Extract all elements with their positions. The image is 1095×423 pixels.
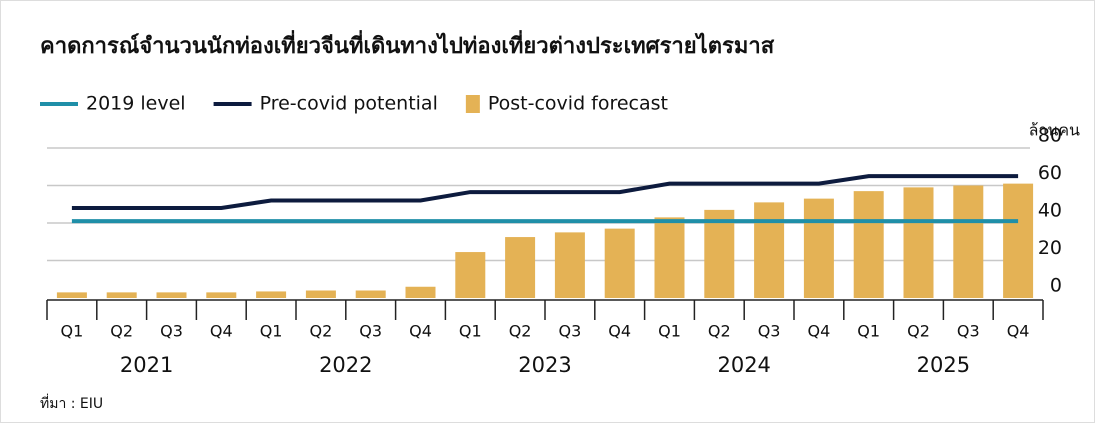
line-series	[71, 174, 1019, 210]
bar	[554, 232, 585, 298]
x-tick-label: Q2	[509, 322, 532, 341]
x-tick-label: Q3	[160, 322, 183, 341]
x-tick-label: Q3	[559, 322, 582, 341]
chart-title: คาดการณ์จำนวนนักท่องเที่ยวจีนที่เดินทางไ…	[40, 29, 775, 59]
year-label: 2022	[319, 353, 372, 377]
bar	[455, 252, 486, 298]
bar	[156, 292, 187, 298]
bar	[803, 198, 834, 298]
legend-label: 2019 level	[86, 93, 186, 115]
bar	[754, 202, 785, 298]
bar	[355, 290, 386, 298]
bar	[106, 292, 137, 298]
legend-label: Pre-covid potential	[260, 93, 438, 115]
y-tick-label: 20	[1038, 237, 1062, 259]
year-label: 2021	[120, 353, 173, 377]
x-tick-label: Q1	[857, 322, 880, 341]
legend-label: Post-covid forecast	[488, 93, 668, 115]
y-tick-label: 0	[1050, 275, 1062, 297]
bar	[405, 286, 436, 298]
year-label: 2023	[518, 353, 571, 377]
y-tick-label: 80	[1038, 125, 1062, 147]
bar	[56, 292, 87, 298]
bar	[505, 237, 536, 298]
bar	[206, 292, 237, 298]
bar	[654, 217, 685, 298]
year-label: 2024	[717, 353, 770, 377]
bar	[1003, 183, 1034, 298]
y-tick-label: 40	[1038, 200, 1062, 222]
x-tick-label: Q3	[758, 322, 781, 341]
x-tick-label: Q4	[608, 322, 631, 341]
x-tick-label: Q3	[957, 322, 980, 341]
x-tick-label: Q3	[359, 322, 382, 341]
x-tick-label: Q2	[310, 322, 333, 341]
bar	[704, 209, 735, 298]
x-tick-label: Q1	[658, 322, 681, 341]
y-axis-label: ล้านคน	[1029, 121, 1080, 140]
x-tick-label: Q2	[907, 322, 930, 341]
x-tick-label: Q4	[1007, 322, 1030, 341]
x-tick-label: Q1	[459, 322, 482, 341]
x-tick-label: Q1	[61, 322, 84, 341]
bar	[853, 191, 884, 298]
bar	[256, 291, 287, 298]
x-tick-label: Q2	[708, 322, 731, 341]
source: ที่มา : EIU	[40, 394, 103, 412]
x-tick-label: Q1	[260, 322, 283, 341]
x-tick-label: Q4	[210, 322, 233, 341]
x-tick-label: Q2	[110, 322, 133, 341]
y-tick-label: 60	[1038, 162, 1062, 184]
x-tick-label: Q4	[409, 322, 432, 341]
bar	[903, 187, 934, 298]
legend-swatch	[465, 95, 480, 113]
year-label: 2025	[917, 353, 970, 377]
x-tick-label: Q4	[808, 322, 831, 341]
bar	[953, 185, 984, 298]
bar	[305, 290, 336, 298]
bar	[604, 228, 635, 298]
